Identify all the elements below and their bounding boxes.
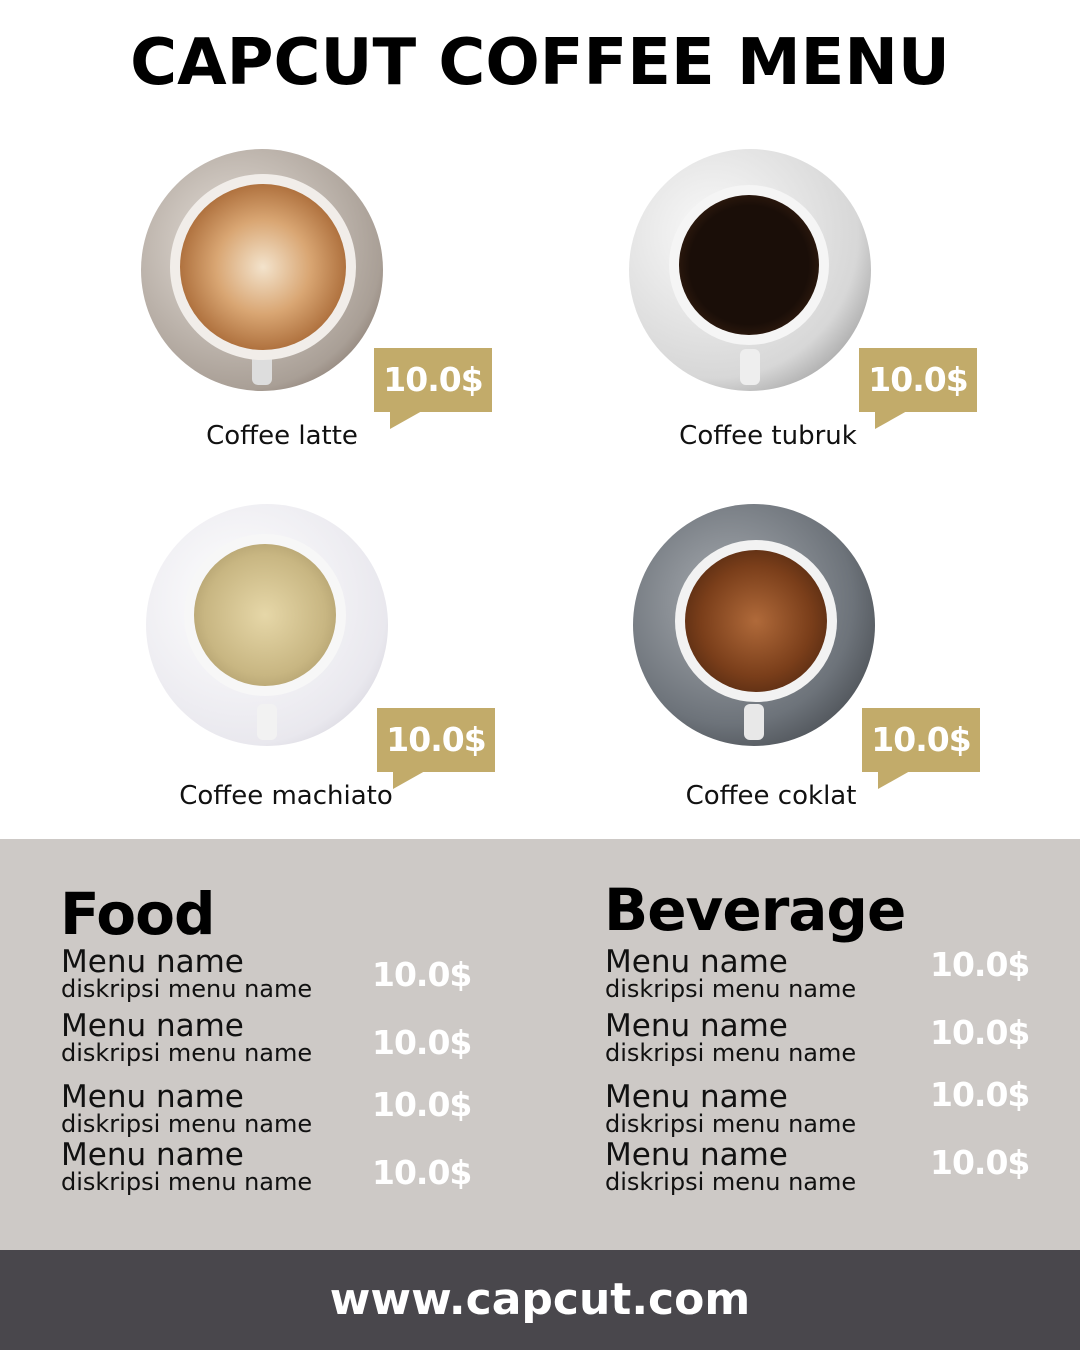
item-name: Menu name: [605, 1079, 788, 1115]
item-desc: diskripsi menu name: [605, 1110, 857, 1138]
item-name: Menu name: [61, 1137, 244, 1173]
beverage-price: 10.0$: [930, 1143, 1030, 1182]
item-desc: diskripsi menu name: [61, 1110, 313, 1138]
item-name: Menu name: [605, 1137, 788, 1173]
food-item: Menu name diskripsi menu name: [61, 1079, 313, 1138]
item-name: Menu name: [605, 1008, 788, 1044]
beverage-item: Menu name diskripsi menu name: [605, 944, 857, 1003]
latte-cup-image: [141, 149, 383, 391]
product-name: Coffee tubruk: [679, 421, 857, 451]
item-desc: diskripsi menu name: [61, 1168, 313, 1196]
beverage-item: Menu name diskripsi menu name: [605, 1008, 857, 1067]
price-tag: 10.0$: [862, 708, 980, 789]
footer-url[interactable]: www.capcut.com: [0, 1250, 1080, 1350]
food-price: 10.0$: [372, 1085, 472, 1124]
product-name: Coffee machiato: [179, 781, 393, 811]
item-desc: diskripsi menu name: [61, 1039, 313, 1067]
beverage-price: 10.0$: [930, 1013, 1030, 1052]
black-coffee-cup-image: [629, 149, 871, 391]
price-tag: 10.0$: [859, 348, 977, 429]
price-tag: 10.0$: [374, 348, 492, 429]
menu-panel: [0, 839, 1080, 1250]
beverage-item: Menu name diskripsi menu name: [605, 1079, 857, 1138]
item-desc: diskripsi menu name: [61, 975, 313, 1003]
item-name: Menu name: [61, 944, 244, 980]
item-desc: diskripsi menu name: [605, 975, 857, 1003]
food-price: 10.0$: [372, 1023, 472, 1062]
item-name: Menu name: [61, 1079, 244, 1115]
food-item: Menu name diskripsi menu name: [61, 1008, 313, 1067]
beverage-item: Menu name diskripsi menu name: [605, 1137, 857, 1196]
beverage-heading: Beverage: [604, 876, 906, 944]
product-name: Coffee latte: [206, 421, 358, 451]
machiato-cup-image: [146, 504, 388, 746]
food-price: 10.0$: [372, 1153, 472, 1192]
item-desc: diskripsi menu name: [605, 1039, 857, 1067]
product-name: Coffee coklat: [685, 781, 857, 811]
chocolate-coffee-cup-image: [633, 504, 875, 746]
beverage-price: 10.0$: [930, 945, 1030, 984]
item-desc: diskripsi menu name: [605, 1168, 857, 1196]
food-item: Menu name diskripsi menu name: [61, 944, 313, 1003]
item-name: Menu name: [605, 944, 788, 980]
page-title: CAPCUT COFFEE MENU: [130, 26, 950, 100]
food-price: 10.0$: [372, 955, 472, 994]
price-tag: 10.0$: [377, 708, 495, 789]
food-item: Menu name diskripsi menu name: [61, 1137, 313, 1196]
item-name: Menu name: [61, 1008, 244, 1044]
beverage-price: 10.0$: [930, 1075, 1030, 1114]
food-heading: Food: [60, 880, 215, 948]
